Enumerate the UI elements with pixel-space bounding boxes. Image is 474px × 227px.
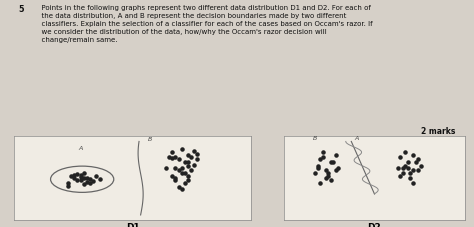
Point	[414, 168, 422, 172]
Text: 2 marks: 2 marks	[421, 127, 456, 136]
Point	[86, 178, 94, 181]
Point	[191, 163, 198, 166]
Point	[412, 161, 419, 164]
X-axis label: D2: D2	[367, 223, 382, 227]
Point	[401, 164, 409, 167]
Point	[162, 166, 170, 170]
Point	[175, 185, 182, 188]
Point	[175, 168, 182, 172]
Text: 5: 5	[18, 5, 24, 14]
Text: A: A	[355, 136, 358, 141]
Point	[191, 149, 198, 153]
Point	[165, 155, 173, 159]
Point	[80, 171, 88, 175]
Point	[172, 166, 179, 170]
Point	[194, 158, 201, 161]
Point	[178, 147, 185, 151]
Point	[399, 166, 407, 170]
Point	[172, 176, 179, 180]
Point	[181, 182, 189, 185]
Point	[335, 166, 342, 170]
Point	[77, 178, 84, 182]
Point	[187, 155, 195, 159]
Point	[96, 178, 103, 181]
Point	[327, 178, 335, 182]
Point	[329, 161, 337, 164]
X-axis label: D1: D1	[126, 223, 140, 227]
Point	[178, 166, 185, 170]
Point	[311, 171, 319, 175]
Point	[399, 171, 407, 175]
Point	[322, 176, 329, 180]
Point	[319, 150, 327, 154]
Text: A: A	[79, 146, 82, 151]
Point	[314, 164, 322, 167]
Point	[73, 178, 81, 182]
Point	[187, 168, 195, 172]
Point	[324, 174, 332, 178]
Point	[83, 181, 91, 184]
Text: B: B	[148, 138, 152, 143]
Point	[404, 161, 412, 164]
Point	[407, 176, 414, 180]
Point	[396, 174, 404, 178]
Point	[90, 180, 97, 183]
Point	[168, 174, 176, 178]
Point	[172, 155, 179, 159]
Point	[396, 155, 404, 159]
Point	[184, 153, 192, 157]
Point	[73, 172, 81, 176]
Point	[327, 161, 335, 164]
Point	[409, 182, 417, 185]
Point	[172, 178, 179, 182]
Point	[319, 155, 327, 159]
Point	[401, 150, 409, 154]
Point	[409, 153, 417, 157]
Point	[77, 173, 84, 177]
Point	[181, 171, 189, 175]
Point	[414, 158, 422, 161]
Point	[194, 152, 201, 156]
Point	[71, 176, 78, 180]
Point	[181, 161, 189, 164]
Point	[184, 174, 192, 178]
Point	[77, 175, 84, 179]
Point	[83, 176, 91, 180]
Point	[168, 150, 176, 154]
Point	[175, 158, 182, 161]
Point	[324, 171, 332, 175]
Point	[317, 158, 324, 161]
Point	[322, 168, 329, 172]
Point	[394, 166, 401, 170]
Point	[314, 166, 322, 170]
Point	[407, 171, 414, 175]
Text: B: B	[313, 136, 318, 141]
Point	[417, 164, 425, 167]
Point	[80, 176, 88, 180]
Point	[332, 168, 340, 172]
Point	[178, 171, 185, 175]
Point	[67, 174, 75, 178]
Point	[80, 183, 88, 186]
Point	[86, 182, 94, 185]
Point	[64, 184, 72, 187]
Point	[184, 161, 192, 164]
Point	[317, 182, 324, 185]
Point	[409, 168, 417, 172]
Point	[92, 174, 100, 178]
Point	[71, 173, 78, 177]
Text: Points in the following graphs represent two different data distribution D1 and : Points in the following graphs represent…	[37, 5, 373, 42]
Point	[184, 164, 192, 167]
Point	[332, 153, 340, 157]
Point	[168, 156, 176, 160]
Point	[404, 166, 412, 170]
Point	[178, 187, 185, 190]
Point	[184, 178, 192, 182]
Point	[64, 182, 72, 185]
